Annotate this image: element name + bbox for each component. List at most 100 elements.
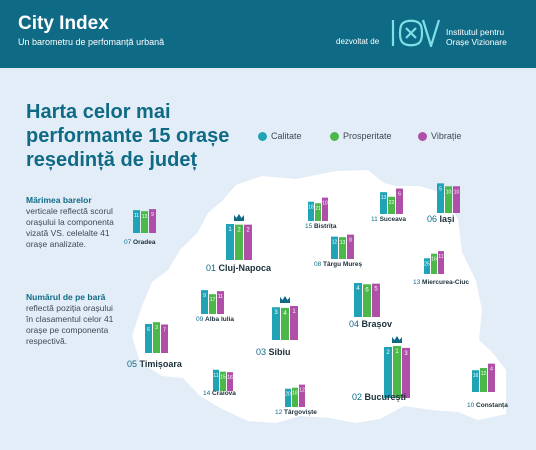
city-label-14-craiova: 14 Craiova bbox=[203, 390, 236, 397]
bar-11-suceava-2 bbox=[388, 196, 395, 214]
city-label-15-bistrita: 15 Bistrița bbox=[305, 223, 337, 230]
bar-02-bucuresti-3 bbox=[402, 347, 410, 398]
city-group-05-timisoara: 6 3 7 05 Timișoara bbox=[127, 322, 183, 369]
city-name: Alba Iulia bbox=[205, 316, 234, 323]
bar-rank-label: 17 bbox=[210, 297, 216, 303]
bar-rank-label: 6 bbox=[147, 327, 150, 333]
bar-rank-label: 2 bbox=[237, 228, 241, 234]
chart-title-line1: Harta celor mai bbox=[26, 101, 171, 123]
header-bar: City Index Un barometru de perfomanță ur… bbox=[0, 0, 536, 68]
city-group-01-cluj-napoca: 1 2 201 Cluj-Napoca bbox=[206, 214, 272, 273]
bar-02-bucuresti-1 bbox=[384, 346, 392, 398]
institute-line1: Institutul pentru bbox=[446, 27, 505, 37]
city-group-08-targu-mures: 12 13 8 08 Târgu Mureș bbox=[314, 234, 362, 268]
city-group-10-constanta: 16 124 10 Constanța bbox=[467, 363, 508, 409]
city-name: Constanța bbox=[476, 402, 508, 409]
city-name: Cluj-Napoca bbox=[219, 263, 273, 273]
bar-15-bistrita-1 bbox=[308, 201, 314, 221]
bar-rank-label: 4 bbox=[283, 311, 287, 317]
city-name: Bistrița bbox=[314, 223, 337, 230]
bar-rank-label: 1 bbox=[228, 227, 232, 233]
iov-logo-icon bbox=[391, 19, 441, 48]
bar-rank-label: 6 bbox=[365, 287, 369, 293]
city-rank: 03 bbox=[256, 347, 269, 357]
city-rank: 14 bbox=[203, 390, 212, 397]
bar-10-constanta-1 bbox=[472, 370, 479, 392]
bar-rank-label: 12 bbox=[332, 240, 338, 246]
bar-rank-label: 5 bbox=[439, 186, 442, 192]
bar-rank-label: 1 bbox=[292, 309, 296, 315]
city-name: Oradea bbox=[133, 239, 156, 246]
bar-rank-label: 3 bbox=[404, 351, 408, 357]
city-group-03-sibiu: 3 4 1 03 Sibiu bbox=[256, 296, 298, 357]
legend-dot-icon bbox=[330, 132, 339, 141]
bar-rank-label: 5 bbox=[374, 287, 378, 293]
bar-rank-label: 11 bbox=[438, 254, 443, 260]
bar-04-brasov-1 bbox=[354, 282, 362, 317]
city-rank: 02 bbox=[352, 392, 365, 402]
note-bar-number-text: reflectă poziția orașului în clasamentul… bbox=[26, 303, 114, 346]
bar-14-craiova-3 bbox=[227, 372, 233, 391]
city-name: Iași bbox=[440, 214, 455, 224]
bar-13-miercurea-ciuc-1 bbox=[424, 258, 430, 274]
city-label-12-targoviste: 12 Târgoviște bbox=[275, 409, 317, 416]
bar-12-targoviste-2 bbox=[292, 387, 298, 407]
bar-rank-label: 2 bbox=[246, 228, 250, 234]
bar-14-craiova-2 bbox=[220, 371, 226, 391]
city-name: Sibiu bbox=[269, 347, 291, 357]
institute-line2: Orașe Vizionare bbox=[446, 37, 507, 47]
city-name: Miercurea-Ciuc bbox=[422, 279, 469, 286]
note-bar-number: Numărul de pe bară reflectă poziția oraș… bbox=[26, 292, 121, 347]
bar-06-iasi-2 bbox=[445, 186, 452, 213]
bar-rank-label: 2 bbox=[386, 350, 390, 356]
bar-rank-label: 25 bbox=[424, 261, 430, 267]
city-name: București bbox=[365, 392, 407, 402]
legend-label-vibratie: Vibrație bbox=[431, 131, 462, 141]
city-label-02-bucuresti: 02 București bbox=[352, 392, 406, 402]
city-rank: 12 bbox=[275, 409, 284, 416]
romania-map-shape bbox=[132, 170, 506, 423]
city-label-01-cluj-napoca: 01 Cluj-Napoca bbox=[206, 263, 272, 273]
bar-rank-label: 7 bbox=[163, 328, 166, 334]
chart-title-line2: performante 15 orașe bbox=[26, 125, 230, 147]
bar-rank-label: 10 bbox=[454, 189, 460, 195]
bar-rank-label: 16 bbox=[227, 375, 233, 381]
note-bar-size: Mărimea barelor verticale reflectă scoru… bbox=[26, 195, 121, 250]
crown-icon bbox=[234, 214, 244, 221]
city-name: Craiova bbox=[212, 390, 236, 397]
city-label-07-oradea: 07 Oradea bbox=[124, 239, 156, 246]
note-bar-size-text: verticale reflectă scorul orașului la co… bbox=[26, 206, 114, 249]
bar-02-bucuresti-2 bbox=[393, 346, 401, 398]
bar-07-oradea-1 bbox=[133, 210, 140, 233]
bar-12-targoviste-3 bbox=[299, 384, 305, 407]
bar-08-targu-mures-2 bbox=[339, 237, 346, 259]
legend-label-calitate: Calitate bbox=[271, 131, 302, 141]
bar-01-cluj-napoca-3 bbox=[244, 224, 252, 260]
bar-rank-label: 21 bbox=[315, 206, 321, 212]
bar-rank-label: 12 bbox=[299, 388, 305, 394]
bar-03-sibiu-1 bbox=[272, 307, 280, 340]
bar-13-miercurea-ciuc-2 bbox=[431, 253, 437, 274]
city-rank: 09 bbox=[196, 316, 205, 323]
bar-06-iasi-3 bbox=[453, 186, 460, 213]
bar-07-oradea-2 bbox=[141, 211, 148, 233]
city-name: Brașov bbox=[362, 319, 393, 329]
bar-rank-label: 13 bbox=[340, 240, 346, 246]
bar-15-bistrita-2 bbox=[315, 203, 321, 221]
city-rank: 11 bbox=[371, 216, 380, 223]
bar-rank-label: 15 bbox=[220, 375, 226, 381]
bar-rank-label: 16 bbox=[431, 257, 437, 263]
bar-rank-label: 9 bbox=[151, 212, 154, 218]
bar-08-targu-mures-1 bbox=[331, 236, 338, 259]
city-label-09-alba-iulia: 09 Alba Iulia bbox=[196, 316, 234, 323]
city-group-02-bucuresti: 2 1 3 02 București bbox=[352, 336, 410, 402]
city-name: Târgu Mureș bbox=[323, 261, 362, 268]
bar-rank-label: 1 bbox=[395, 349, 399, 355]
city-rank: 13 bbox=[413, 279, 422, 286]
bar-03-sibiu-2 bbox=[281, 307, 289, 340]
